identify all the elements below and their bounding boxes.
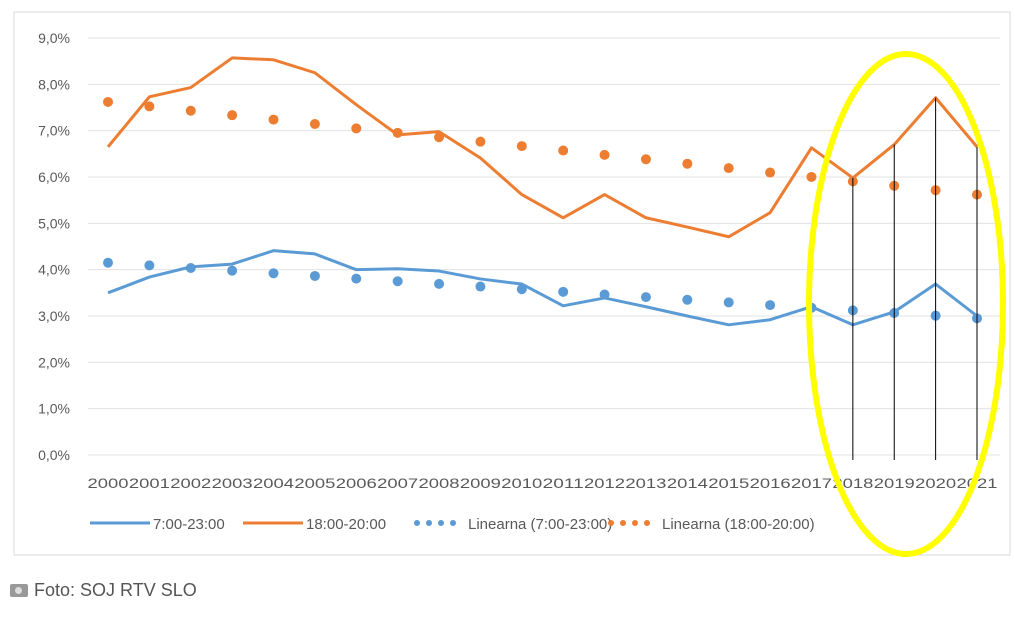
legend-marker (620, 520, 626, 526)
y-tick-label: 4,0% (38, 262, 70, 278)
trend-point (558, 286, 569, 297)
x-tick-label: 2002 (170, 475, 211, 491)
y-tick-label: 6,0% (38, 169, 70, 185)
x-tick-label: 2021 (957, 475, 998, 491)
y-tick-label: 9,0% (38, 30, 70, 46)
legend-label: 7:00-23:00 (153, 516, 225, 533)
legend-marker (632, 520, 638, 526)
x-tick-label: 2019 (874, 475, 915, 491)
x-tick-label: 2020 (915, 475, 956, 491)
trend-point (640, 292, 651, 303)
caption-text: Foto: SOJ RTV SLO (34, 580, 197, 600)
x-tick-label: 2007 (377, 475, 418, 491)
trend-point (723, 297, 734, 308)
legend-marker (450, 520, 456, 526)
line-chart: 0,0% 1,0% 2,0% 3,0% 4,0% 5,0% 6,0% 7,0% 8,0% 9,0%… (13, 11, 1011, 557)
x-tick-label: 2006 (336, 475, 377, 491)
x-tick-label: 2004 (253, 475, 294, 491)
y-tick-label: 5,0% (38, 215, 70, 231)
trend-point (475, 136, 486, 147)
y-tick-label: 8,0% (38, 76, 70, 92)
trend-point (144, 260, 155, 271)
trend-point (103, 96, 113, 107)
trend-point (475, 281, 486, 292)
x-tick-label: 2015 (708, 475, 749, 491)
x-tick-label: 2003 (212, 475, 253, 491)
x-tick-label: 2014 (667, 475, 708, 491)
y-tick-label: 7,0% (38, 123, 70, 139)
series-line (107, 249, 978, 327)
trend-point (765, 167, 776, 178)
x-tick-label: 2005 (294, 475, 335, 491)
trend-point (268, 268, 279, 279)
trend-point (682, 158, 693, 169)
trend-point (516, 141, 527, 152)
legend-label: 18:00-20:00 (306, 516, 386, 533)
photo-caption: Foto: SOJ RTV SLO (10, 580, 197, 601)
camera-icon (10, 584, 28, 597)
trend-point (185, 105, 196, 116)
legend-label: Linearna (7:00-23:00) (468, 516, 612, 533)
trend-point (434, 132, 445, 143)
trend-point (806, 171, 817, 182)
trend-point (309, 119, 320, 130)
trend-point (765, 300, 776, 311)
x-tick-label: 2000 (88, 475, 129, 491)
x-tick-label: 2001 (129, 475, 170, 491)
trend-point (599, 149, 610, 160)
trend-point (227, 265, 238, 276)
legend-label: Linearna (18:00-20:00) (662, 516, 815, 533)
y-tick-label: 3,0% (38, 308, 70, 324)
x-tick-label: 2013 (625, 475, 666, 491)
trend-point (351, 123, 362, 134)
x-tick-label: 2016 (750, 475, 791, 491)
trend-point (392, 127, 403, 138)
x-tick-label: 2012 (584, 475, 625, 491)
x-tick-label: 2011 (543, 475, 584, 491)
trend-point (309, 270, 320, 281)
series-line (106, 56, 979, 239)
trend-point (516, 284, 527, 295)
x-tick-label: 2010 (501, 475, 542, 491)
legend-marker (426, 520, 432, 526)
legend-marker (608, 520, 614, 526)
y-tick-label: 0,0% (38, 447, 70, 463)
trend-point (434, 278, 445, 289)
trend-point (392, 276, 403, 287)
trend-point (351, 273, 362, 284)
highlight-ellipse (806, 51, 1006, 557)
x-tick-label: 2017 (791, 475, 832, 491)
trend-point (268, 114, 279, 125)
trend-point (185, 263, 196, 274)
x-tick-label: 2008 (419, 475, 460, 491)
y-tick-label: 2,0% (38, 354, 70, 370)
trend-point (558, 145, 569, 156)
trend-point (103, 257, 113, 268)
trend-point (723, 163, 734, 174)
legend-marker (414, 520, 420, 526)
x-tick-label: 2009 (460, 475, 501, 491)
trend-point (227, 110, 238, 121)
legend-marker (644, 520, 650, 526)
trend-point (599, 289, 610, 300)
trend-point (144, 101, 155, 112)
trend-point (640, 154, 651, 165)
y-tick-label: 1,0% (38, 401, 70, 417)
legend-marker (438, 520, 444, 526)
trend-point (682, 294, 693, 305)
